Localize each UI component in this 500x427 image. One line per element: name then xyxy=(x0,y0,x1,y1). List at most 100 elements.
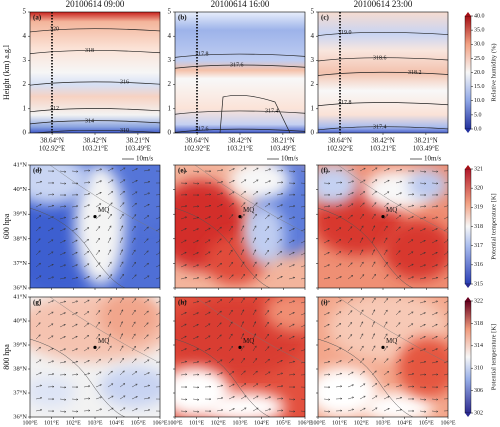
wind-vector xyxy=(323,348,331,352)
wind-vector xyxy=(83,238,90,244)
wind-vector xyxy=(107,407,114,412)
wind-vector xyxy=(83,299,90,304)
wind-vector xyxy=(347,384,355,388)
wind-vector xyxy=(71,239,78,244)
y-tick-label: 39°N xyxy=(13,211,27,218)
wind-vector xyxy=(216,238,222,244)
wind-vector xyxy=(143,359,150,364)
wind-vector xyxy=(276,192,284,196)
wind-vector xyxy=(228,345,233,352)
wind-vector xyxy=(323,336,330,340)
wind-vector xyxy=(359,167,366,172)
wind-vector xyxy=(419,170,427,173)
wind-vector xyxy=(204,373,212,376)
contour-line xyxy=(318,57,448,62)
station-label: MQ xyxy=(243,206,254,214)
y-tick-label: 3 xyxy=(23,56,27,64)
colorbar-extend xyxy=(465,129,471,133)
wind-vector xyxy=(216,226,222,232)
wind-vector xyxy=(119,297,124,304)
contour-line xyxy=(175,110,305,115)
wind-vector xyxy=(252,345,257,352)
wind-vector xyxy=(95,226,101,232)
wind-vector xyxy=(216,372,223,376)
wind-vector xyxy=(383,333,388,340)
wind-vector xyxy=(83,169,91,172)
y-tick-label: 36°N xyxy=(13,413,27,420)
wind-vector xyxy=(119,261,124,268)
wind-vector xyxy=(204,311,211,316)
wind-vector xyxy=(371,383,378,388)
wind-vector xyxy=(216,215,223,220)
wind-vector xyxy=(371,167,378,172)
contour-label: 318 xyxy=(85,48,94,54)
wind-vector xyxy=(95,346,101,352)
wind-vector xyxy=(264,262,270,268)
wind-vector xyxy=(95,180,103,184)
x-tick-label: 101°E xyxy=(332,419,347,426)
y-tick-label: 40°N xyxy=(13,317,27,324)
colorbar-tick-label: 310 xyxy=(474,366,483,372)
contour-label: 317.4 xyxy=(373,124,387,130)
wind-vector xyxy=(407,335,414,340)
wind-vector xyxy=(407,311,414,316)
wind-vector xyxy=(383,408,390,412)
wind-vector xyxy=(143,372,150,376)
x-tick-label: 102.92°E xyxy=(327,145,353,153)
wind-vector xyxy=(323,312,330,316)
wind-vector xyxy=(300,206,305,208)
colorbar-tick-label: 15.0 xyxy=(474,84,485,90)
wind-vector xyxy=(264,180,272,184)
station-label: MQ xyxy=(386,337,397,345)
wind-vector xyxy=(264,346,270,352)
wind-vector xyxy=(131,345,136,352)
wind-vector xyxy=(180,300,188,304)
wind-vector xyxy=(119,309,124,316)
wind-vector xyxy=(252,309,257,316)
wind-vector xyxy=(95,358,102,364)
wind-vector xyxy=(419,276,427,280)
wind-vector xyxy=(359,395,366,400)
wind-vector xyxy=(419,252,426,256)
x-tick-label: 38.42°N xyxy=(228,137,252,145)
wind-vector xyxy=(371,261,376,268)
wind-vector xyxy=(71,386,79,389)
wind-vector xyxy=(131,383,138,388)
wind-vector xyxy=(347,237,353,244)
wind-vector xyxy=(371,225,376,232)
y-tick-label: 1 xyxy=(168,104,172,112)
wind-vector xyxy=(383,237,388,244)
wind-vector xyxy=(288,276,296,280)
contour-line xyxy=(318,126,448,131)
wind-vector xyxy=(204,385,212,388)
x-tick-label: 103°E xyxy=(87,419,102,426)
wind-vector xyxy=(180,385,188,389)
wind-vector xyxy=(131,202,137,208)
wind-vector xyxy=(347,214,353,220)
humidity-field xyxy=(175,12,305,133)
wind-vector xyxy=(323,182,331,185)
wind-vector xyxy=(143,169,151,172)
wind-vector xyxy=(443,410,448,412)
wind-vector xyxy=(443,251,448,256)
colorbar-tick-label: 315 xyxy=(474,281,483,287)
wind-vector xyxy=(71,193,79,196)
y-tick-label: 0 xyxy=(311,129,315,137)
wind-vector xyxy=(240,297,245,304)
wind-vector xyxy=(95,396,103,400)
wind-vector xyxy=(359,213,364,220)
wind-vector xyxy=(300,277,305,280)
y-tick-label: 5 xyxy=(168,8,172,16)
temperature-field xyxy=(100,297,160,342)
wind-vector xyxy=(47,385,55,388)
x-tick-label: 105°E xyxy=(276,419,291,426)
x-tick-label: 100°E xyxy=(22,419,37,426)
wind-vector xyxy=(347,203,354,208)
wind-vector xyxy=(395,262,401,268)
wind-vector xyxy=(288,385,296,389)
wind-vector xyxy=(407,360,415,364)
wind-vector xyxy=(155,264,160,268)
wind-vector xyxy=(143,215,150,220)
wind-vector xyxy=(47,193,55,196)
